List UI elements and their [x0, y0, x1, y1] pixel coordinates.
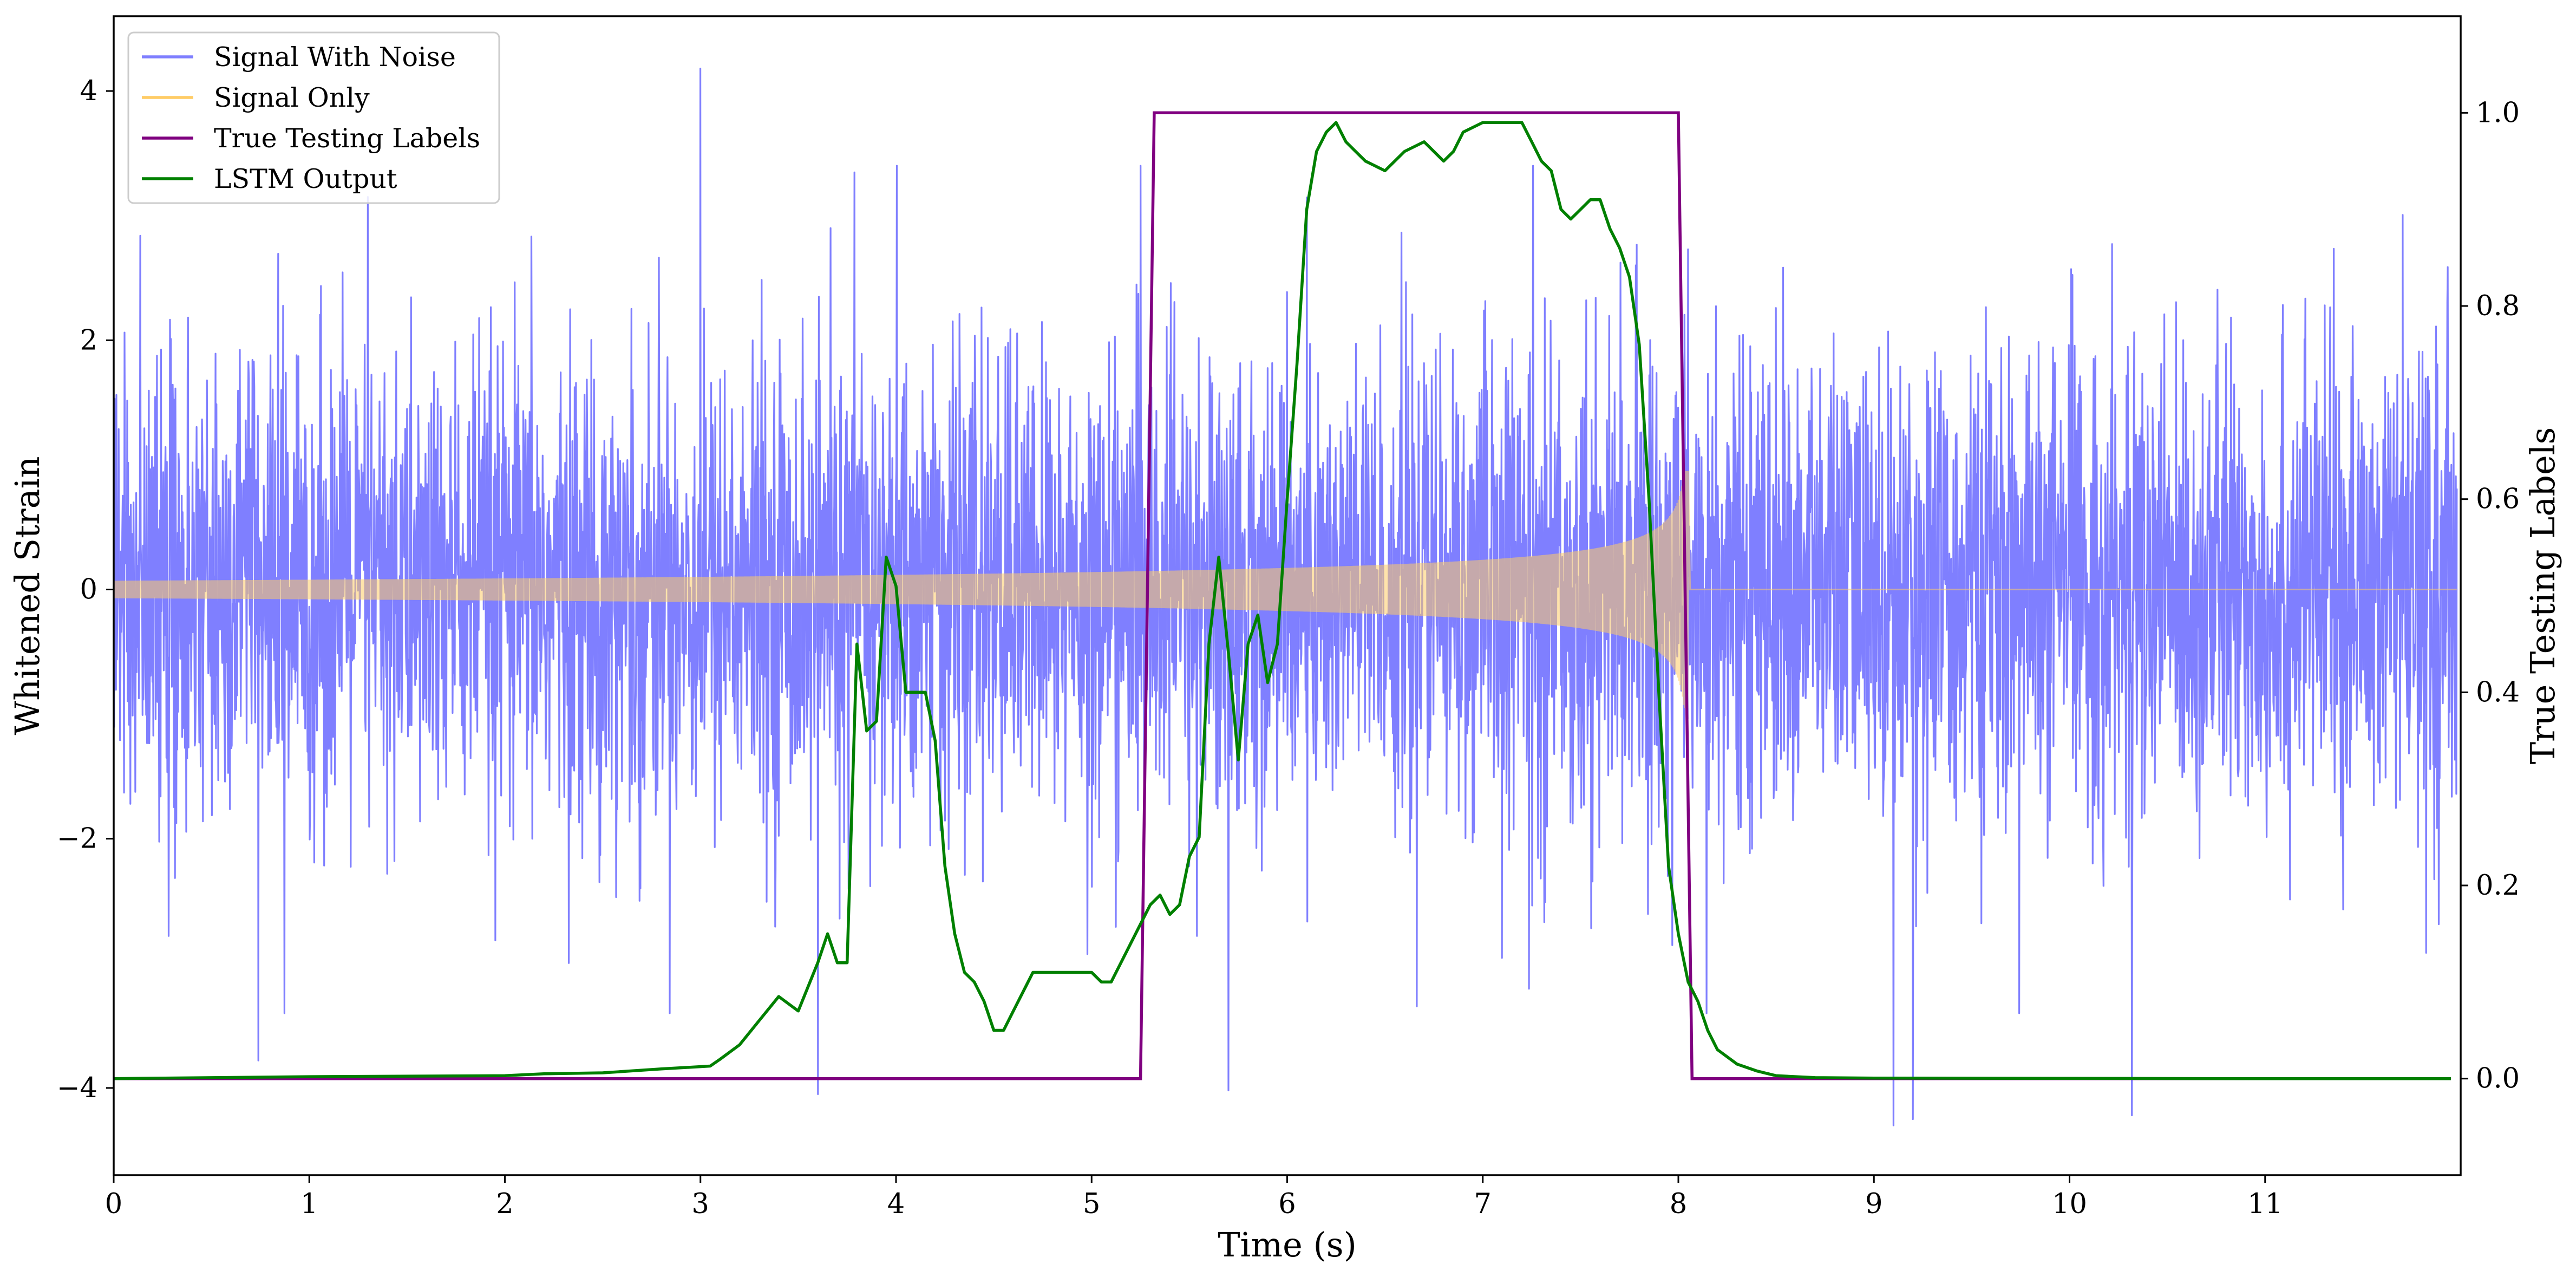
x-tick-label: 9 [1865, 1188, 1882, 1220]
x-tick-label: 7 [1474, 1188, 1492, 1220]
y-right-axis-title: True Testing Labels [2523, 427, 2562, 765]
y-axis-title: Whitened Strain [8, 457, 47, 735]
legend: Signal With Noise Signal Only True Testing… [127, 31, 500, 204]
lstm-output-line [113, 121, 2451, 1080]
signal-with-noise-line [113, 68, 2458, 1126]
legend-label-signal-with-noise: Signal With Noise [214, 42, 456, 73]
legend-label-lstm-output: LSTM Output [214, 164, 397, 194]
y-right-tick-label: 0.2 [2476, 870, 2520, 902]
y-tick-label: −2 [57, 823, 97, 855]
x-tick-label: 0 [105, 1188, 122, 1220]
x-tick-label: 8 [1670, 1188, 1687, 1220]
x-tick-label: 4 [887, 1188, 905, 1220]
y-right-tick-label: 0.0 [2476, 1063, 2520, 1095]
legend-box [127, 31, 500, 204]
x-tick-label: 11 [2247, 1188, 2283, 1220]
lstm-output-layer [113, 121, 2451, 1080]
legend-label-signal-only: Signal Only [214, 82, 370, 113]
y-tick-label: −4 [57, 1072, 97, 1104]
y-right-tick-label: 0.8 [2476, 290, 2520, 322]
signal-with-noise-layer [113, 68, 2458, 1126]
signal-only-layer [113, 471, 2457, 708]
x-axis-title: Time (s) [1218, 1225, 1357, 1265]
y-right-tick-label: 1.0 [2476, 97, 2520, 129]
y-tick-label: 4 [80, 75, 97, 107]
y-right-tick-label: 0.6 [2476, 484, 2520, 516]
x-tick-label: 2 [496, 1188, 513, 1220]
signal-only-line [113, 471, 2457, 708]
ticks-layer: 0 1 2 3 4 5 6 7 8 9 10 11 −4 −2 0 2 4 0.0 0.2 0.4 0.6 0.8 1.0 T… [8, 75, 2562, 1265]
x-tick-label: 3 [692, 1188, 709, 1220]
y-tick-label: 2 [80, 324, 97, 356]
x-tick-label: 5 [1083, 1188, 1100, 1220]
x-tick-label: 6 [1278, 1188, 1296, 1220]
x-tick-label: 10 [2052, 1188, 2087, 1220]
legend-label-true-testing-labels: True Testing Labels [214, 123, 480, 154]
y-right-tick-label: 0.4 [2476, 676, 2520, 708]
x-tick-label: 1 [300, 1188, 318, 1220]
y-tick-label: 0 [80, 574, 97, 605]
